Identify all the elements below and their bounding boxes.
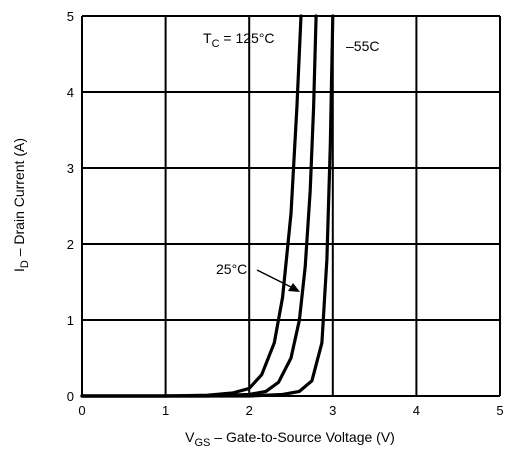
x-tick-label-2: 2 bbox=[246, 403, 253, 418]
x-axis-title-rest: – Gate-to-Source Voltage (V) bbox=[210, 429, 394, 445]
tc-125-label: TC = 125°C bbox=[203, 30, 275, 50]
y-axis-title: ID – Drain Current (A) bbox=[11, 138, 31, 272]
x-axis-title: VGS – Gate-to-Source Voltage (V) bbox=[185, 429, 395, 449]
minus55-label: –55C bbox=[346, 38, 379, 54]
x-tick-label-1: 1 bbox=[162, 403, 169, 418]
y-axis-title-main: I bbox=[11, 268, 27, 272]
x-axis-title-main: V bbox=[185, 429, 195, 445]
series-line-0 bbox=[80, 14, 303, 398]
25c-arrow-head bbox=[288, 283, 300, 292]
x-tick-label-0: 0 bbox=[78, 403, 85, 418]
y-tick-label-0: 0 bbox=[67, 389, 74, 404]
x-axis-title-sub: GS bbox=[195, 437, 211, 449]
y-tick-label-4: 4 bbox=[67, 85, 74, 100]
tick-labels: 0 1 2 3 4 5 0 1 2 3 4 5 bbox=[67, 9, 504, 418]
tc-125-label-rest: = 125°C bbox=[220, 30, 275, 46]
y-tick-label-5: 5 bbox=[67, 9, 74, 24]
y-tick-label-3: 3 bbox=[67, 161, 74, 176]
series-lines bbox=[80, 14, 335, 398]
y-axis-title-rest: – Drain Current (A) bbox=[11, 138, 27, 260]
25c-arrow-line bbox=[256, 269, 294, 289]
25c-label: 25°C bbox=[216, 261, 247, 277]
tc-125-label-main: T bbox=[203, 30, 212, 46]
x-tick-label-5: 5 bbox=[496, 403, 503, 418]
y-tick-label-2: 2 bbox=[67, 237, 74, 252]
y-axis-title-sub: D bbox=[19, 260, 31, 268]
x-tick-label-4: 4 bbox=[413, 403, 420, 418]
series-line-2 bbox=[80, 14, 335, 398]
x-tick-label-3: 3 bbox=[329, 403, 336, 418]
tc-125-label-sub: C bbox=[212, 38, 220, 50]
y-tick-label-1: 1 bbox=[67, 313, 74, 328]
series-line-1 bbox=[80, 14, 318, 398]
